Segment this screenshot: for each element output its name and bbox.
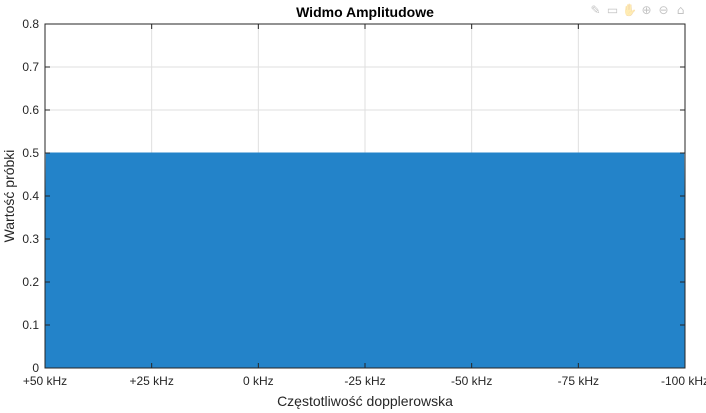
ticks <box>44 23 686 369</box>
y-tick-label: 0.3 <box>22 232 39 246</box>
save-icon[interactable]: ▭ <box>606 2 619 17</box>
x-tick-labels: +50 kHz +25 kHz 0 kHz -25 kHz -50 kHz -75 kHz… <box>23 374 706 388</box>
brush-icon[interactable]: ✎ <box>590 2 601 17</box>
x-tick-label: -50 kHz <box>451 374 492 388</box>
y-tick-label: 0.7 <box>22 60 39 74</box>
y-axis-label: Wartość próbki <box>1 150 17 243</box>
x-tick-label: +25 kHz <box>129 374 173 388</box>
x-tick-label: 0 kHz <box>243 374 274 388</box>
x-tick-label: -25 kHz <box>344 374 385 388</box>
y-tick-label: 0.6 <box>22 103 39 117</box>
series-area-0 <box>45 152 685 368</box>
y-tick-label: 0.8 <box>22 17 39 31</box>
y-tick-label: 0.4 <box>22 189 39 203</box>
chart-title: Widmo Amplitudowe <box>296 4 434 20</box>
zoom-in-icon[interactable]: ⊕ <box>641 2 652 17</box>
home-icon[interactable]: ⌂ <box>676 2 685 17</box>
x-axis-label: Częstotliwość dopplerowska <box>277 393 453 409</box>
x-tick-label: +50 kHz <box>23 374 67 388</box>
y-tick-label: 0.2 <box>22 275 39 289</box>
y-tick-labels: 0 0.1 0.2 0.3 0.4 0.5 0.6 0.7 0.8 <box>22 17 39 375</box>
zoom-out-icon[interactable]: ⊖ <box>658 2 669 17</box>
pan-icon[interactable]: ✋ <box>622 2 637 17</box>
x-tick-label: -75 kHz <box>558 374 599 388</box>
y-tick-label: 0 <box>32 361 39 375</box>
y-tick-label: 0.5 <box>22 146 39 160</box>
y-tick-label: 0.1 <box>22 318 39 332</box>
series-layer <box>45 152 685 368</box>
axes-toolbar: ✎ ▭ ✋ ⊕ ⊖ ⌂ <box>588 2 688 17</box>
x-tick-label: -100 kHz <box>661 374 706 388</box>
